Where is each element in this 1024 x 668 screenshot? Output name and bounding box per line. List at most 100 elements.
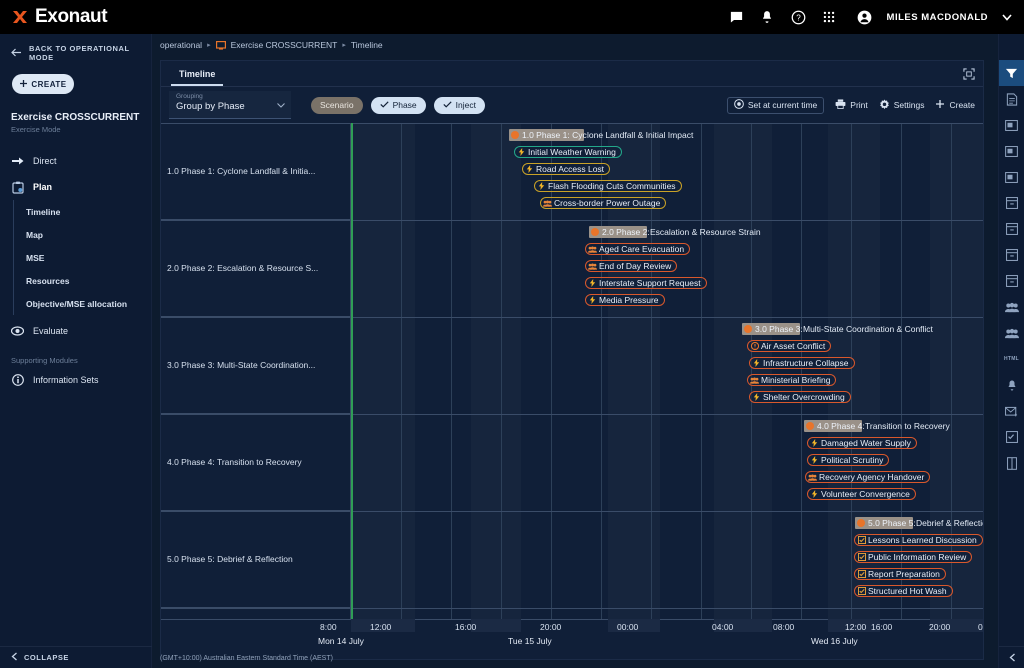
people-icon	[808, 473, 817, 482]
gantt-phase-bar[interactable]: 2.0 Phase 2: Escalation & Resource Strain	[589, 226, 761, 238]
gantt-inject-bar[interactable]: Shelter Overcrowding	[749, 391, 851, 403]
help-icon[interactable]: ?	[790, 9, 807, 26]
sidebar-item-plan[interactable]: Plan	[0, 174, 151, 200]
create-button[interactable]: CREATE	[12, 74, 74, 94]
grouping-value: Group by Phase	[176, 101, 245, 112]
gantt-grid-line	[451, 123, 452, 619]
collapse-sidebar-button[interactable]: COLLAPSE	[0, 646, 152, 668]
settings-button[interactable]: Settings	[879, 98, 924, 112]
gantt-phase-bar[interactable]: 5.0 Phase 5:Debrief & Reflection	[855, 517, 983, 529]
set-at-current-time-button[interactable]: Set at current time	[726, 96, 825, 114]
avatar[interactable]	[856, 9, 873, 26]
gantt-inject-bar[interactable]: Political Scrutiny	[807, 454, 890, 466]
axis-day-label: Tue 15 July	[508, 636, 552, 646]
gantt-inject-bar[interactable]: Aged Care Evacuation	[585, 243, 691, 255]
svg-text:?: ?	[796, 13, 801, 22]
sidebar-item-resources[interactable]: Resources	[14, 269, 151, 292]
archive-icon-3[interactable]	[999, 242, 1024, 268]
user-name[interactable]: MILES MACDONALD	[886, 11, 988, 23]
app-logo-text: Exonaut	[35, 6, 108, 27]
gantt-phase-bar[interactable]: 1.0 Phase 1: Cyc lone Landfall & Initial …	[509, 129, 693, 141]
gantt-inject-bar[interactable]: Cross-border Power Outage	[540, 197, 667, 209]
plus-icon	[19, 79, 28, 90]
mail-icon[interactable]	[999, 398, 1024, 424]
gantt-inject-label: Infrastructure Collapse	[763, 358, 849, 368]
app-logo[interactable]: Exonaut	[0, 6, 108, 28]
document-icon[interactable]	[999, 86, 1024, 112]
gantt-inject-bar[interactable]: Initial Weather Warning	[514, 146, 622, 158]
grouping-select[interactable]: Grouping Group by Phase	[169, 91, 291, 119]
rail-collapse-button[interactable]	[999, 646, 1024, 668]
filter-chip-phase[interactable]: Phase	[370, 96, 426, 114]
axis-tick-label: 20:00	[929, 622, 951, 632]
chat-icon[interactable]	[728, 9, 745, 26]
gantt-inject-bar[interactable]: Air Asset Conflict	[747, 340, 832, 352]
axis-day-label: Mon 14 July	[318, 636, 364, 646]
create-timeline-button[interactable]: Create	[935, 99, 975, 111]
html-icon[interactable]: HTML	[1003, 356, 1020, 362]
sidebar-item-objective-mse-allocation[interactable]: Objective/MSE allocation	[14, 292, 151, 315]
gantt-row-label[interactable]: 1.0 Phase 1: Cyclone Landfall & Initia..…	[161, 123, 350, 220]
breadcrumb-item-timeline[interactable]: Timeline	[350, 40, 383, 50]
axis-tick-label: 16:00	[871, 622, 893, 632]
gantt-phase-bar-overflow-label: Multi-State Coordination & Conflict	[803, 324, 933, 334]
gantt-inject-bar[interactable]: Volunteer Convergence	[807, 488, 916, 500]
printer-icon	[835, 99, 846, 111]
gantt-inject-bar[interactable]: Report Preparation	[854, 568, 946, 580]
toolbar-actions: Set at current time Print Settings	[726, 96, 975, 114]
filter-chip-scenario[interactable]: Scenario	[311, 96, 363, 114]
gantt-inject-bar[interactable]: Ministerial Briefing	[747, 374, 837, 386]
gantt-inject-bar[interactable]: Damaged Water Supply	[807, 437, 917, 449]
back-to-operational-mode-link[interactable]: BACK TO OPERATIONAL MODE	[0, 34, 151, 62]
bell-icon[interactable]	[999, 372, 1024, 398]
tab-timeline[interactable]: Timeline	[171, 69, 224, 86]
sidebar-item-information-sets[interactable]: Information Sets	[0, 367, 151, 393]
lightning-icon	[517, 148, 526, 157]
window-icon-2[interactable]	[999, 138, 1024, 164]
gantt-row-label[interactable]: 3.0 Phase 3: Multi-State Coordination...	[161, 317, 350, 414]
archive-icon-1[interactable]	[999, 190, 1024, 216]
people-icon	[750, 376, 759, 385]
bell-icon[interactable]	[759, 9, 776, 26]
chevron-down-icon[interactable]	[1002, 9, 1012, 26]
gantt-inject-bar[interactable]: Lessons Learned Discussion	[854, 534, 983, 546]
gantt-phase-bar[interactable]: 4.0 Phase 4: Transition to Recovery	[804, 420, 950, 432]
sidebar-item-evaluate[interactable]: Evaluate	[0, 318, 151, 344]
gantt-inject-bar[interactable]: Structured Hot Wash	[854, 585, 953, 597]
sidebar-item-timeline[interactable]: Timeline	[14, 200, 151, 223]
gantt-inject-label: Volunteer Convergence	[821, 489, 910, 499]
sidebar-item-mse[interactable]: MSE	[14, 246, 151, 269]
gantt-row-label[interactable]: 5.0 Phase 5: Debrief & Reflection	[161, 511, 350, 608]
breadcrumb-item-operational[interactable]: operational	[160, 40, 203, 50]
gantt-row-label[interactable]: 4.0 Phase 4: Transition to Recovery	[161, 414, 350, 511]
gantt-inject-label: Structured Hot Wash	[868, 586, 947, 596]
gantt-phase-bar-label: 2.0 Phase 2:	[602, 227, 650, 237]
sidebar-item-map[interactable]: Map	[14, 223, 151, 246]
fullscreen-icon[interactable]	[963, 67, 975, 85]
gantt-inject-bar[interactable]: Public Information Review	[854, 551, 973, 563]
people-icon-2[interactable]	[999, 320, 1024, 346]
gantt-inject-bar[interactable]: End of Day Review	[585, 260, 678, 272]
gantt-inject-bar[interactable]: Recovery Agency Handover	[805, 471, 931, 483]
window-icon-3[interactable]	[999, 164, 1024, 190]
filter-icon[interactable]	[998, 60, 1024, 86]
people-icon-1[interactable]	[999, 294, 1024, 320]
gantt-inject-bar[interactable]: Media Pressure	[585, 294, 665, 306]
sidebar-item-direct[interactable]: Direct	[0, 148, 151, 174]
lightning-icon	[525, 165, 534, 174]
gantt-inject-bar[interactable]: Infrastructure Collapse	[749, 357, 855, 369]
gantt-phase-bar[interactable]: 3.0 Phase 3: Multi-State Coordination & C…	[742, 323, 933, 335]
checklist-icon[interactable]	[999, 424, 1024, 450]
gantt-inject-bar[interactable]: Interstate Support Request	[585, 277, 707, 289]
window-icon-1[interactable]	[999, 112, 1024, 138]
archive-icon-4[interactable]	[999, 268, 1024, 294]
filter-chip-inject[interactable]: Inject	[433, 96, 485, 114]
book-icon[interactable]	[999, 450, 1024, 476]
breadcrumb-item-exercise[interactable]: Exercise CROSSCURRENT	[230, 40, 338, 50]
archive-icon-2[interactable]	[999, 216, 1024, 242]
apps-grid-icon[interactable]	[821, 9, 838, 26]
gantt-inject-bar[interactable]: Road Access Lost	[522, 163, 611, 175]
gantt-inject-bar[interactable]: Flash Flooding Cuts Communities	[534, 180, 682, 192]
print-button[interactable]: Print	[835, 99, 868, 111]
gantt-row-label[interactable]: 2.0 Phase 2: Escalation & Resource S...	[161, 220, 350, 317]
